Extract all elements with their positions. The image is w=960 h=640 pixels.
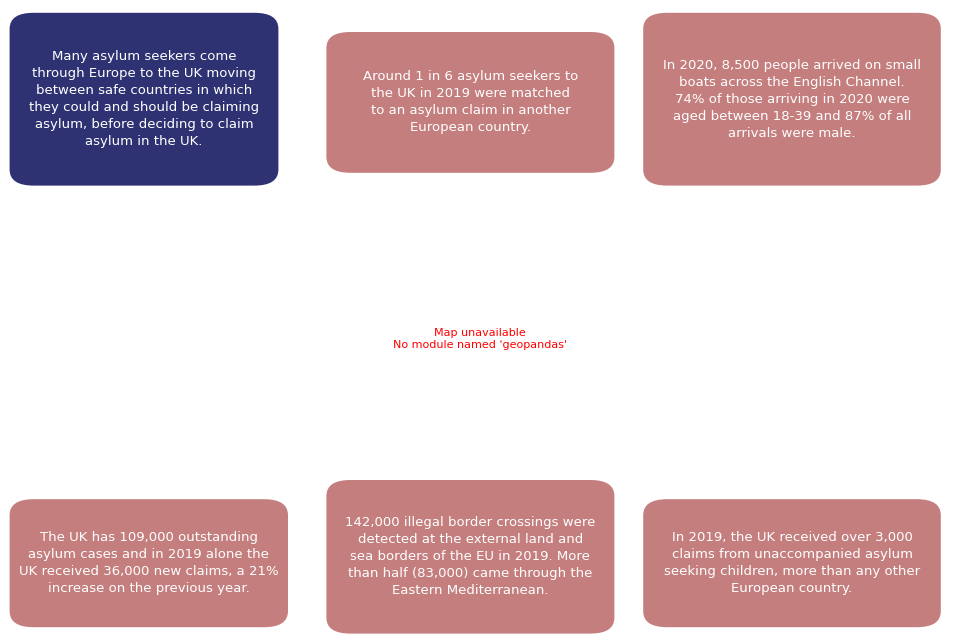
Text: Around 1 in 6 asylum seekers to
the UK in 2019 were matched
to an asylum claim i: Around 1 in 6 asylum seekers to the UK i…	[363, 70, 578, 134]
Text: Many asylum seekers come
through Europe to the UK moving
between safe countries : Many asylum seekers come through Europe …	[29, 50, 259, 148]
Text: In 2020, 8,500 people arrived on small
boats across the English Channel.
74% of : In 2020, 8,500 people arrived on small b…	[663, 59, 921, 140]
FancyBboxPatch shape	[643, 13, 941, 186]
Text: Map unavailable
No module named 'geopandas': Map unavailable No module named 'geopand…	[393, 328, 567, 350]
Text: 142,000 illegal border crossings were
detected at the external land and
sea bord: 142,000 illegal border crossings were de…	[346, 516, 595, 597]
FancyBboxPatch shape	[326, 32, 614, 173]
FancyBboxPatch shape	[10, 499, 288, 627]
FancyBboxPatch shape	[643, 499, 941, 627]
Text: In 2019, the UK received over 3,000
claims from unaccompanied asylum
seeking chi: In 2019, the UK received over 3,000 clai…	[664, 531, 920, 595]
FancyBboxPatch shape	[326, 480, 614, 634]
Text: The UK has 109,000 outstanding
asylum cases and in 2019 alone the
UK received 36: The UK has 109,000 outstanding asylum ca…	[19, 531, 278, 595]
FancyBboxPatch shape	[10, 13, 278, 186]
